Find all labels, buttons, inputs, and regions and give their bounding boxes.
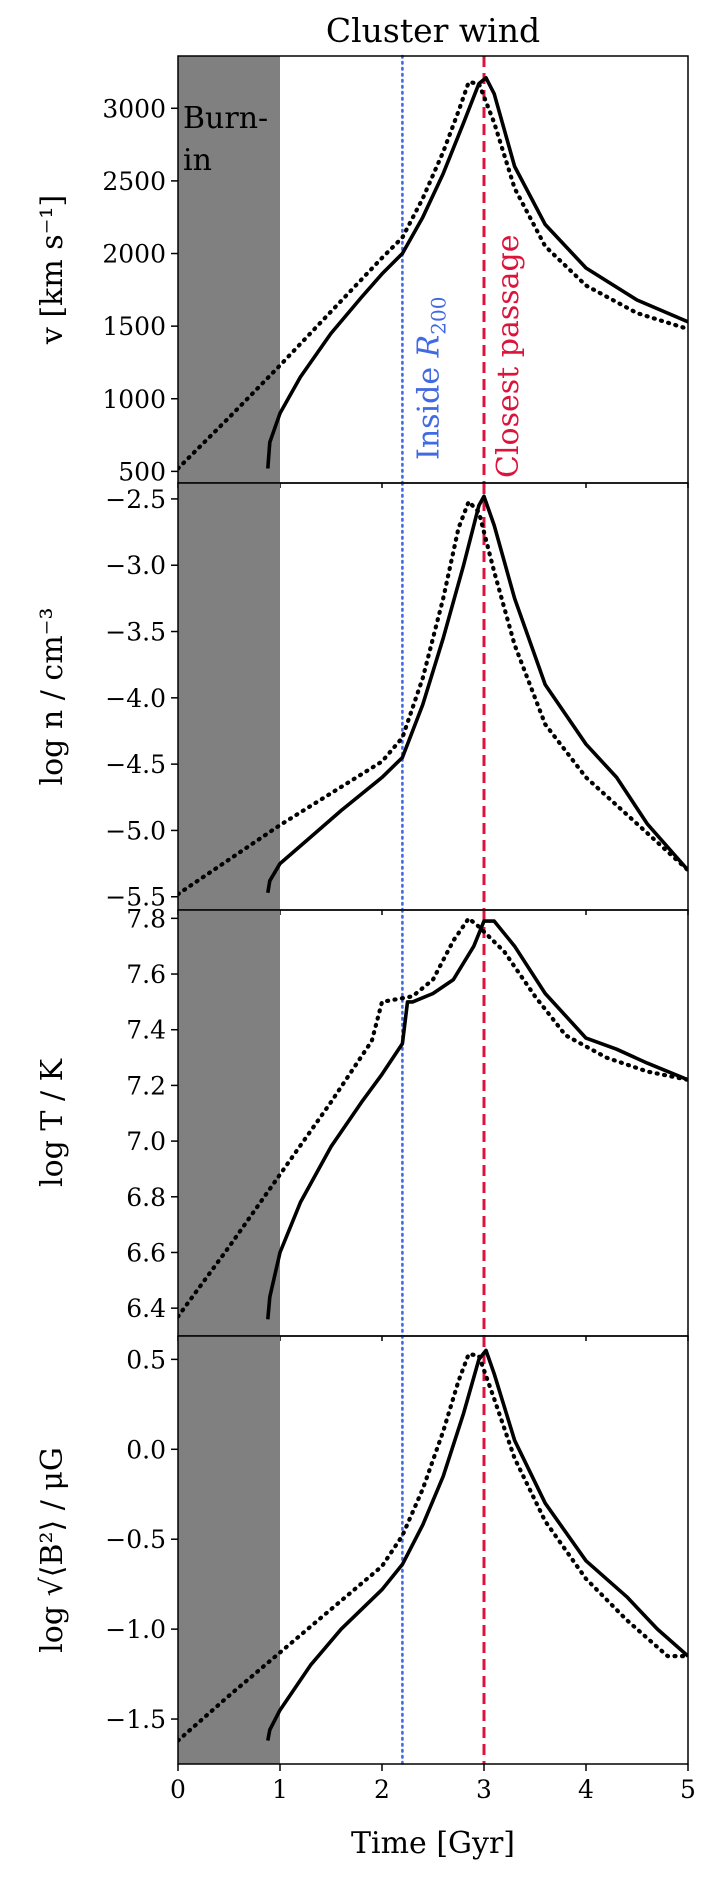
closest-passage-label: Closest passage (491, 235, 526, 478)
y-tick-label: 7.2 (126, 1071, 166, 1100)
x-tick-label: 3 (476, 1775, 492, 1804)
series-line-solid (266, 1348, 688, 1741)
burn-in-label: Burn- (183, 101, 268, 136)
y-tick-label: 7.6 (126, 960, 166, 989)
y-tick-label: 2500 (102, 167, 166, 196)
x-tick-label: 5 (680, 1775, 696, 1804)
y-tick-label: 0.5 (126, 1345, 166, 1374)
series-line-dotted (178, 916, 688, 1319)
y-tick-label: 6.4 (126, 1294, 166, 1323)
burn-in-region (178, 56, 280, 483)
y-tick-label: 7.0 (126, 1127, 166, 1156)
burn-in-label-line2: in (183, 143, 212, 178)
y-tick-label: −5.5 (105, 883, 166, 912)
series-line-dotted (178, 499, 688, 897)
series-line-solid (266, 919, 688, 1320)
y-tick-label: −0.5 (105, 1525, 166, 1554)
y-tick-label: 6.6 (126, 1238, 166, 1267)
y-tick-label: 500 (118, 457, 166, 486)
series-line-solid (266, 76, 688, 469)
series-line-dotted (178, 79, 688, 471)
y-axis-title: v [km s⁻¹] (35, 195, 70, 345)
burn-in-region (178, 1336, 280, 1764)
panel-frame (177, 1335, 689, 1765)
y-tick-label: −5.0 (105, 816, 166, 845)
y-tick-label: 6.8 (126, 1183, 166, 1212)
y-tick-label: 1000 (102, 385, 166, 414)
y-tick-label: 0.0 (126, 1435, 166, 1464)
y-tick-label: 1500 (102, 312, 166, 341)
y-tick-label: −3.5 (105, 618, 166, 647)
x-tick-label: 0 (170, 1775, 186, 1804)
panel-density: −5.5 −5.0 −4.5 −4.0 −3.5 −3.0 −2.5 log n / cm⁻³ (35, 481, 689, 915)
y-tick-label: 7.8 (126, 904, 166, 933)
burn-in-region (178, 483, 280, 910)
y-tick-label: −4.0 (105, 684, 166, 713)
y-tick-label: −4.5 (105, 750, 166, 779)
y-tick-label: −1.0 (105, 1615, 166, 1644)
y-tick-label: 3000 (102, 94, 166, 123)
y-tick-label: −2.5 (105, 485, 166, 514)
series-line-dotted (178, 1351, 688, 1743)
chart-title: Cluster wind (326, 11, 540, 50)
y-tick-label: 7.4 (126, 1016, 166, 1045)
panel-velocity: 500 1000 1500 2000 2500 3000 v [km s⁻¹] (35, 54, 689, 488)
x-axis-title: Time [Gyr] (351, 1826, 515, 1861)
y-axis-title: log n / cm⁻³ (35, 607, 70, 785)
y-axis-title: log T / K (35, 1058, 70, 1187)
x-tick-label: 1 (272, 1775, 288, 1804)
panel-magnetic-field: −1.5 −1.0 −0.5 0.0 0.5 0 1 2 3 4 5 log √⟨B²⟩ / μG (35, 1334, 696, 1804)
inside-r200-label: Inside R200 (411, 297, 450, 460)
y-axis-title: log √⟨B²⟩ / μG (35, 1447, 70, 1653)
x-tick-label: 4 (578, 1775, 594, 1804)
y-tick-label: −3.0 (105, 551, 166, 580)
x-tick-label: 2 (374, 1775, 390, 1804)
y-tick-label: 2000 (102, 240, 166, 269)
series-line-solid (266, 494, 688, 894)
y-tick-label: −1.5 (105, 1705, 166, 1734)
burn-in-region (178, 910, 280, 1336)
panel-temperature: 6.4 6.6 6.8 7.0 7.2 7.4 7.6 7.8 log T / K (35, 904, 689, 1341)
